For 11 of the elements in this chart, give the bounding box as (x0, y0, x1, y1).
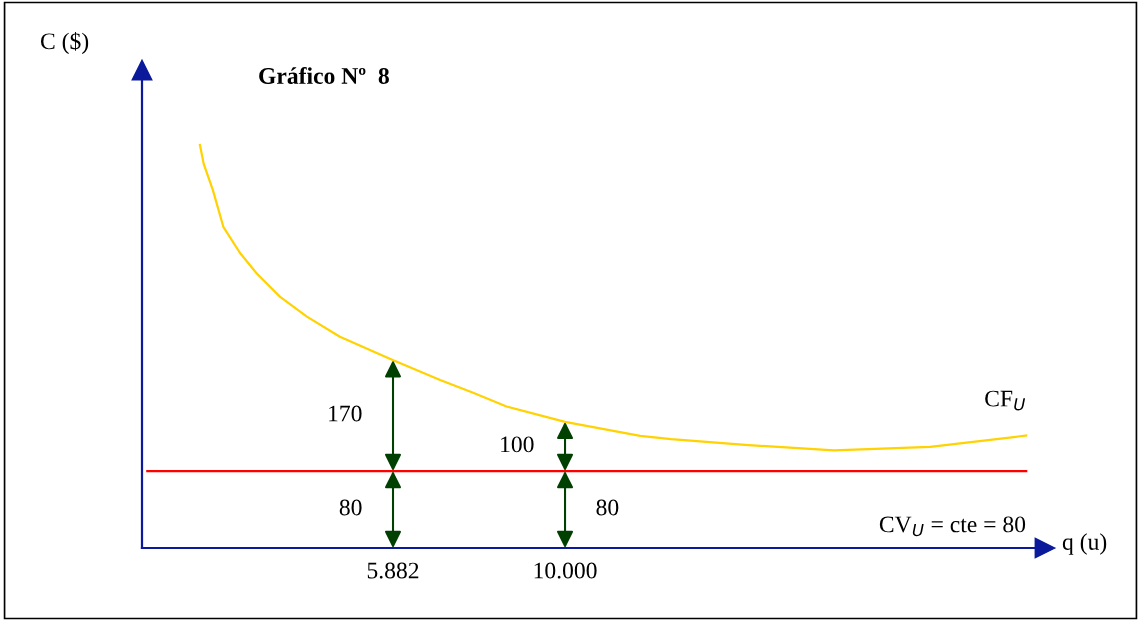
series-label: CF$_{U}$ (985, 390, 1026, 411)
y-axis-title: C ($) (40, 31, 89, 55)
annotation: 100 (501, 436, 534, 453)
annotation: 170 (329, 405, 362, 422)
x-axis-title: q (u) (1062, 533, 1107, 555)
x-tick-label: 5.882 (367, 562, 419, 579)
x-tick-label: 10.000 (534, 562, 597, 579)
annotation: 80 (596, 499, 619, 516)
annotation: 80 (339, 499, 362, 516)
chart-title: Gráfico Nº 8 (259, 67, 389, 84)
series-label: CV$_{U}$ = cte = 80 (879, 516, 1026, 537)
